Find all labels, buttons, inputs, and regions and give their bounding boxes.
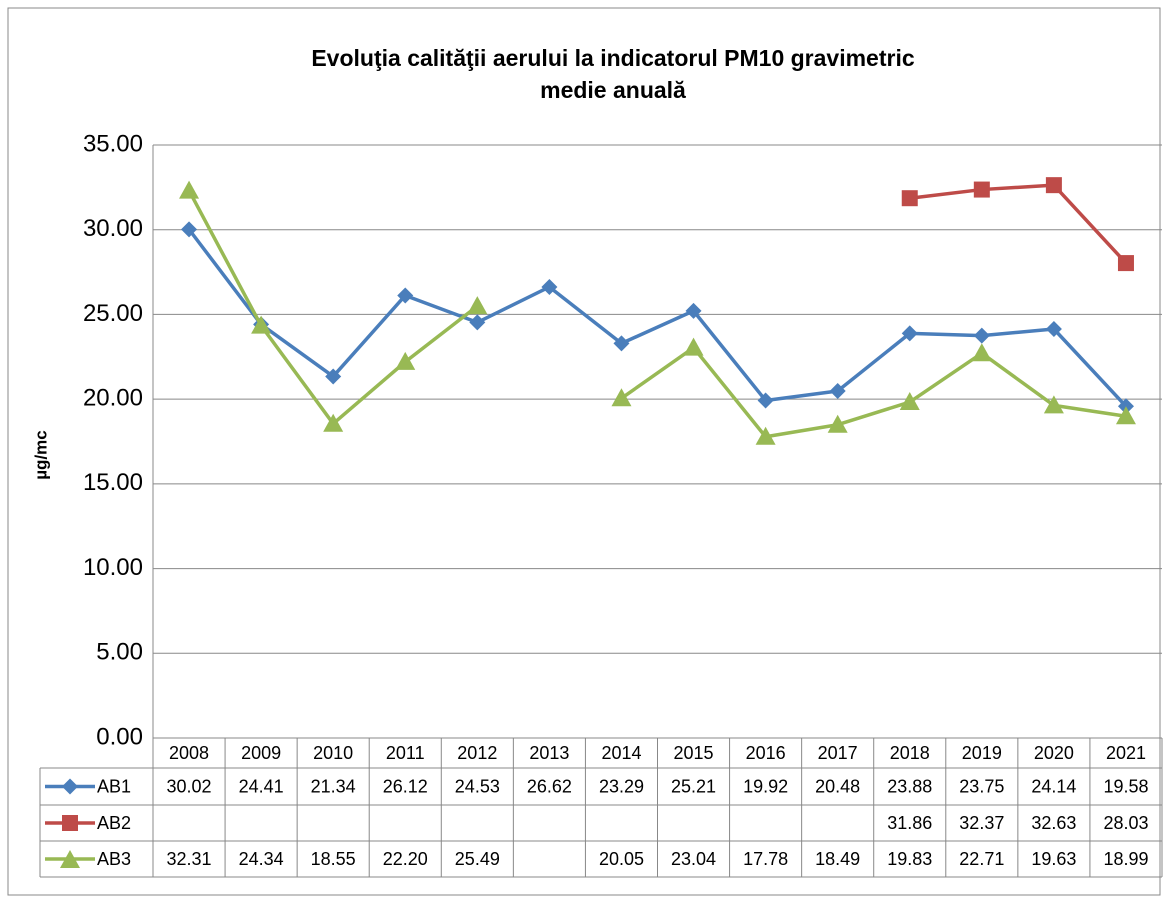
marker	[62, 815, 78, 831]
table-value: 24.14	[1031, 776, 1076, 796]
table-value: 19.83	[887, 849, 932, 869]
table-value: 17.78	[743, 849, 788, 869]
marker	[973, 327, 990, 344]
table-value: 23.04	[671, 849, 716, 869]
marker	[397, 287, 414, 304]
table-value: 32.31	[167, 849, 212, 869]
table-value: 25.21	[671, 776, 716, 796]
x-tick-label: 2019	[962, 743, 1002, 763]
marker	[755, 426, 776, 445]
marker	[613, 335, 630, 352]
x-tick-label: 2013	[529, 743, 569, 763]
table-value: 22.20	[383, 849, 428, 869]
table-value: 24.41	[239, 776, 284, 796]
x-tick-label: 2017	[818, 743, 858, 763]
x-tick-label: 2012	[457, 743, 497, 763]
y-tick-label: 5.00	[96, 639, 143, 666]
marker	[901, 190, 918, 207]
marker	[467, 296, 488, 315]
table-value: 24.34	[239, 849, 284, 869]
x-tick-label: 2021	[1106, 743, 1146, 763]
table-value: 22.71	[959, 849, 1004, 869]
marker	[611, 388, 632, 407]
marker	[1045, 320, 1062, 337]
x-tick-label: 2020	[1034, 743, 1074, 763]
table-value: 19.63	[1031, 849, 1076, 869]
marker	[1115, 406, 1136, 425]
table-value: 18.99	[1103, 849, 1148, 869]
table-value: 23.88	[887, 776, 932, 796]
marker	[901, 325, 918, 342]
chart-subtitle: medie anuală	[540, 77, 686, 103]
y-tick-label: 35.00	[83, 130, 143, 157]
marker	[757, 392, 774, 409]
marker	[62, 778, 78, 795]
marker	[469, 314, 486, 331]
marker	[323, 413, 344, 432]
y-tick-label: 10.00	[83, 554, 143, 581]
table-value: 19.58	[1103, 776, 1148, 796]
marker	[541, 278, 558, 295]
marker	[683, 337, 704, 356]
marker	[1045, 177, 1062, 194]
x-tick-label: 2018	[890, 743, 930, 763]
table-value: 19.92	[743, 776, 788, 796]
legend-label: AB2	[97, 813, 131, 833]
table-value: 32.37	[959, 813, 1004, 833]
marker	[827, 414, 848, 433]
y-axis-label: µg/mc	[31, 430, 50, 479]
y-tick-label: 20.00	[83, 384, 143, 411]
marker	[60, 850, 80, 868]
marker	[971, 343, 992, 362]
y-tick-label: 25.00	[83, 300, 143, 327]
x-tick-label: 2009	[241, 743, 281, 763]
marker	[1043, 395, 1064, 414]
legend-label: AB3	[97, 849, 131, 869]
y-tick-label: 30.00	[83, 215, 143, 242]
table-value: 23.29	[599, 776, 644, 796]
marker	[829, 383, 846, 400]
marker	[685, 302, 702, 319]
table-value: 24.53	[455, 776, 500, 796]
table-value: 31.86	[887, 813, 932, 833]
table-value: 26.12	[383, 776, 428, 796]
table-value: 18.49	[815, 849, 860, 869]
marker	[181, 221, 198, 238]
marker	[973, 181, 990, 198]
x-tick-label: 2015	[674, 743, 714, 763]
x-tick-label: 2014	[601, 743, 641, 763]
table-value: 30.02	[167, 776, 212, 796]
x-tick-label: 2008	[169, 743, 209, 763]
marker	[395, 351, 416, 370]
chart-border	[7, 7, 1161, 896]
table-value: 21.34	[311, 776, 356, 796]
x-tick-label: 2011	[386, 743, 425, 763]
table-value: 18.55	[311, 849, 356, 869]
marker	[251, 315, 272, 334]
marker	[325, 368, 342, 385]
marker	[179, 180, 200, 199]
chart-title: Evoluţia calităţii aerului la indicatoru…	[311, 45, 915, 71]
legend-label: AB1	[97, 776, 131, 796]
x-tick-label: 2010	[313, 743, 353, 763]
y-tick-label: 15.00	[83, 469, 143, 496]
table-value: 28.03	[1103, 813, 1148, 833]
table-value: 26.62	[527, 776, 572, 796]
series-line	[187, 228, 1128, 408]
table-value: 32.63	[1031, 813, 1076, 833]
table-value: 20.05	[599, 849, 644, 869]
series-line	[909, 183, 1128, 265]
y-tick-label: 0.00	[96, 723, 143, 750]
marker	[899, 392, 920, 411]
x-tick-label: 2016	[746, 743, 786, 763]
table-value: 25.49	[455, 849, 500, 869]
table-value: 23.75	[959, 776, 1004, 796]
marker	[1117, 255, 1134, 272]
table-value: 20.48	[815, 776, 860, 796]
